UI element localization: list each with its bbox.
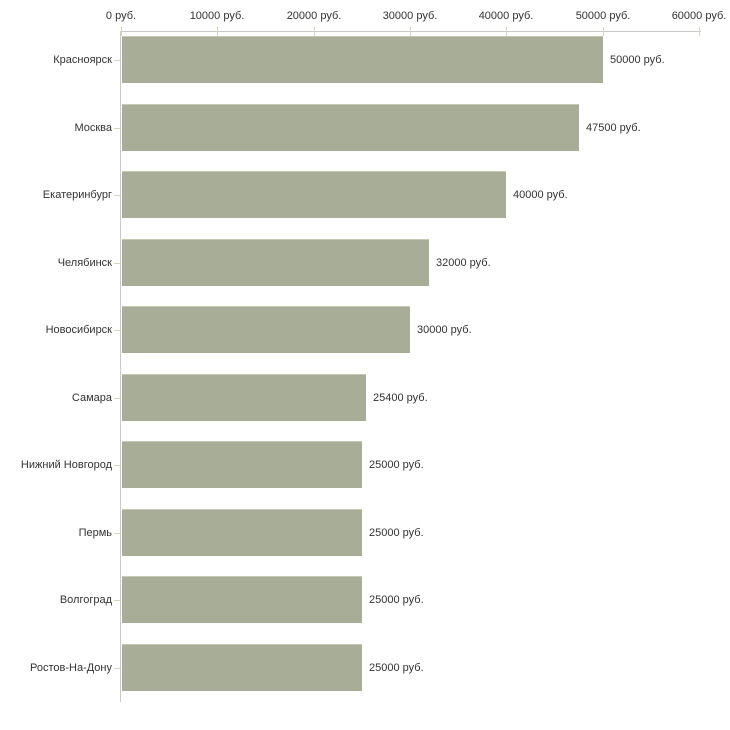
bar-value-label: 32000 руб. (436, 257, 491, 269)
x-axis-tick (121, 27, 122, 36)
category-label: Самара (71, 392, 112, 404)
x-axis-line (121, 31, 701, 32)
bar-value-label: 25000 руб. (369, 527, 424, 539)
category-tick (114, 668, 120, 669)
x-axis-tick-label: 60000 руб. (671, 10, 727, 22)
bar (122, 36, 603, 83)
bar-value-label: 25000 руб. (369, 594, 424, 606)
category-label: Пермь (78, 527, 112, 539)
x-axis-tick (410, 27, 411, 36)
bar (122, 171, 506, 218)
category-tick (114, 465, 120, 466)
category-label: Екатеринбург (42, 189, 112, 201)
bar-value-label: 25400 руб. (373, 392, 428, 404)
category-tick (114, 398, 120, 399)
category-label: Волгоград (59, 594, 112, 606)
x-axis-tick-label: 10000 руб. (189, 10, 245, 22)
x-axis-tick (217, 27, 218, 36)
bar-value-label: 40000 руб. (513, 189, 568, 201)
x-axis-tick (603, 27, 604, 36)
category-tick (114, 533, 120, 534)
bar (122, 576, 362, 623)
bar (122, 644, 362, 691)
bar-value-label: 30000 руб. (417, 324, 472, 336)
x-axis-tick-label: 30000 руб. (382, 10, 438, 22)
bar-value-label: 47500 руб. (586, 122, 641, 134)
x-axis-tick (314, 27, 315, 36)
category-tick (114, 128, 120, 129)
bar-value-label: 25000 руб. (369, 662, 424, 674)
x-axis-tick (699, 27, 700, 36)
category-tick (114, 263, 120, 264)
category-tick (114, 195, 120, 196)
category-tick (114, 60, 120, 61)
category-label: Красноярск (53, 54, 112, 66)
category-label: Челябинск (57, 257, 112, 269)
category-label: Ростов-На-Дону (29, 662, 112, 674)
x-axis-tick-label: 20000 руб. (286, 10, 342, 22)
y-axis-line (120, 31, 121, 702)
bar-value-label: 50000 руб. (610, 54, 665, 66)
category-tick (114, 600, 120, 601)
category-label: Нижний Новгород (20, 459, 112, 471)
category-label: Москва (74, 122, 112, 134)
bar (122, 104, 579, 151)
x-axis-tick (506, 27, 507, 36)
bar (122, 239, 429, 286)
x-axis-tick-label: 0 руб. (105, 10, 137, 22)
bar (122, 374, 366, 421)
category-label: Новосибирск (45, 324, 112, 336)
bar (122, 509, 362, 556)
category-tick (114, 330, 120, 331)
bar (122, 306, 410, 353)
bar (122, 441, 362, 488)
bar-value-label: 25000 руб. (369, 459, 424, 471)
x-axis-tick-label: 40000 руб. (478, 10, 534, 22)
x-axis-tick-label: 50000 руб. (575, 10, 631, 22)
